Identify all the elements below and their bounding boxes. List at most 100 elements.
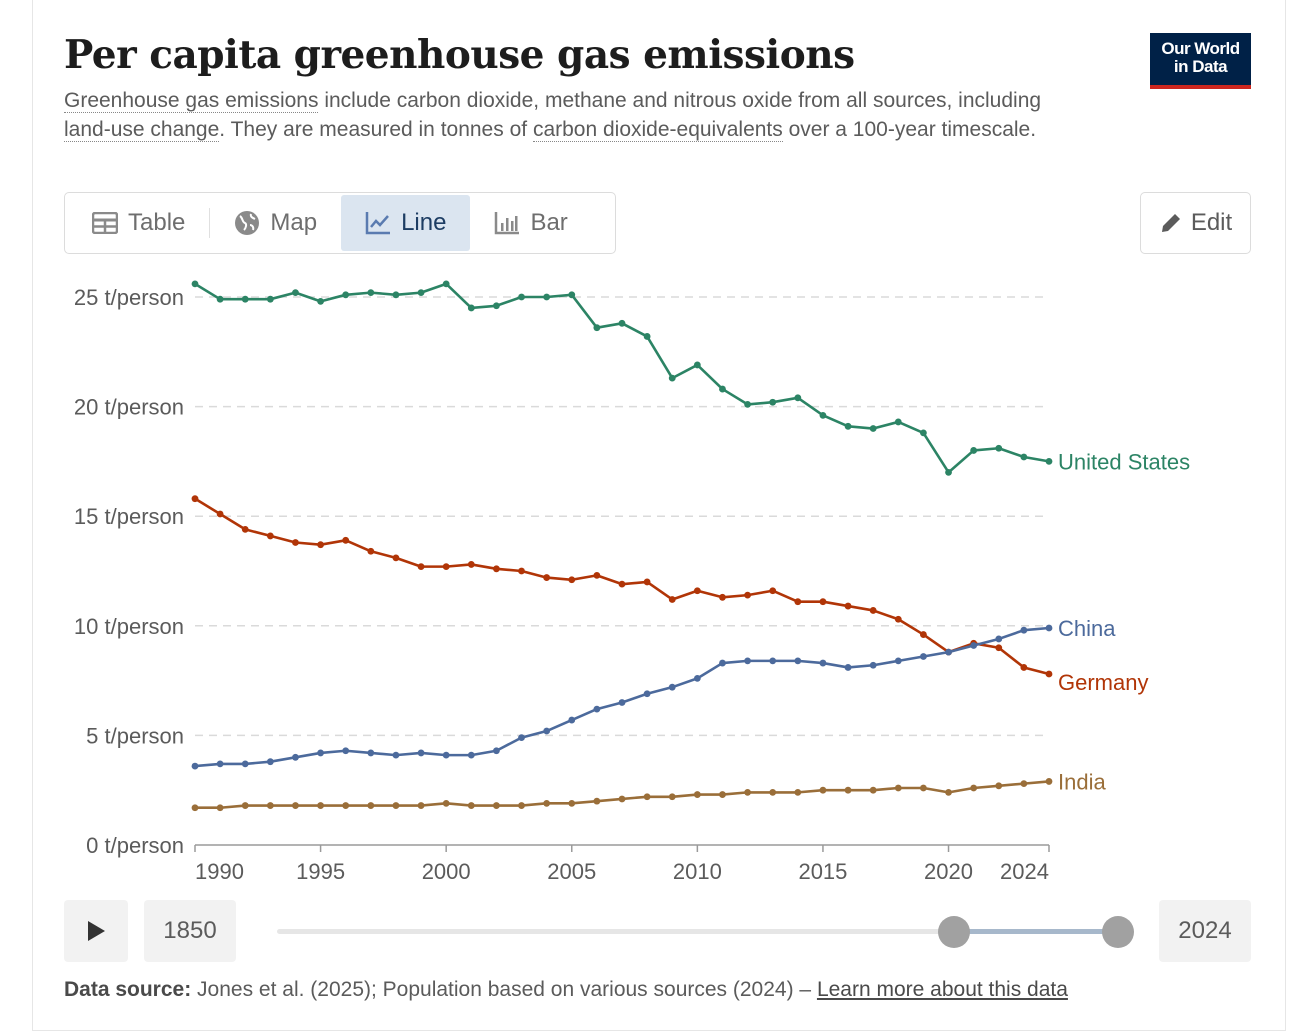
data-point — [869, 425, 877, 432]
data-point — [543, 574, 551, 581]
data-point — [593, 797, 601, 805]
series-china — [191, 624, 1053, 770]
edit-button-label: Edit — [1190, 209, 1233, 236]
tab-bar[interactable]: Bar — [470, 195, 591, 251]
data-point — [945, 468, 952, 476]
tab-table-label: Table — [128, 209, 186, 236]
tab-separator — [209, 195, 211, 251]
timeline-selected-range[interactable] — [954, 929, 1118, 934]
data-point — [241, 295, 249, 303]
timeline-start-year[interactable]: 1850 — [144, 900, 236, 962]
data-point — [266, 532, 274, 540]
data-point — [216, 295, 224, 303]
series-label: United States — [1058, 449, 1190, 474]
data-point — [995, 444, 1003, 452]
data-point — [894, 418, 902, 426]
tab-map[interactable]: Map — [210, 195, 341, 251]
data-point — [467, 802, 475, 809]
data-point — [1020, 664, 1028, 671]
data-point — [719, 659, 726, 667]
data-point — [844, 602, 852, 610]
tab-table[interactable]: Table — [68, 195, 209, 251]
timeline-track[interactable] — [277, 929, 1117, 934]
data-point — [568, 799, 576, 807]
data-point — [342, 536, 350, 544]
y-tick-label: 25 t/person — [74, 285, 184, 310]
data-point — [467, 751, 475, 759]
data-point — [317, 541, 324, 549]
data-point — [342, 291, 350, 299]
chart-title: Per capita greenhouse gas emissions — [64, 32, 855, 78]
data-point — [1045, 670, 1053, 678]
data-point — [920, 429, 927, 437]
y-tick-label: 5 t/person — [86, 723, 184, 748]
data-point — [769, 398, 777, 406]
data-point — [292, 289, 299, 297]
data-point — [894, 784, 902, 792]
timeline-end-handle[interactable] — [1102, 916, 1134, 948]
data-point — [1045, 624, 1053, 632]
data-point — [819, 659, 827, 667]
glossary-term[interactable]: Greenhouse gas emissions — [64, 89, 319, 113]
data-point — [317, 297, 324, 305]
data-point — [970, 784, 978, 792]
play-button[interactable] — [64, 900, 128, 962]
data-point — [593, 571, 601, 579]
series-label: India — [1058, 769, 1106, 794]
data-point — [241, 525, 249, 533]
y-tick-label: 20 t/person — [74, 395, 184, 420]
glossary-term[interactable]: carbon dioxide-equivalents — [532, 118, 783, 142]
data-point — [744, 788, 751, 796]
data-point — [442, 563, 450, 571]
data-point — [744, 591, 751, 599]
glossary-term[interactable]: land-use change — [64, 118, 220, 142]
pencil-icon — [1161, 214, 1180, 232]
timeline-end-year[interactable]: 2024 — [1159, 900, 1251, 962]
data-point — [493, 565, 500, 573]
subtitle-text: include carbon dioxide, methane and nitr… — [318, 89, 1042, 112]
data-point — [668, 596, 676, 603]
data-point — [518, 802, 525, 809]
data-point — [417, 289, 425, 297]
bar-chart-icon — [495, 212, 520, 235]
data-point — [794, 788, 802, 796]
series-label: Germany — [1058, 670, 1148, 695]
series-germany — [191, 495, 1053, 678]
data-point — [894, 615, 902, 623]
line-chart: 0 t/person 5 t/person 10 t/person 15 t/pers… — [74, 280, 1190, 884]
data-point — [191, 762, 199, 770]
series-india — [191, 778, 1053, 812]
data-point — [543, 799, 551, 807]
data-point — [216, 510, 224, 518]
timeline-start-handle[interactable] — [938, 916, 970, 948]
data-point — [869, 786, 877, 794]
owid-logo[interactable]: Our World in Data — [1150, 33, 1251, 89]
data-point — [819, 411, 827, 419]
data-point — [995, 635, 1003, 643]
edit-button[interactable]: Edit — [1140, 192, 1251, 254]
data-point — [442, 280, 450, 288]
data-source-text: Jones et al. (2025); Population based on… — [191, 978, 817, 1001]
x-tick-label: 2015 — [798, 859, 847, 884]
data-point — [794, 598, 802, 606]
tab-line[interactable]: Line — [341, 195, 471, 251]
data-point — [417, 563, 425, 571]
logo-line-2: in Data — [1173, 57, 1228, 76]
data-point — [844, 422, 852, 430]
data-point — [1020, 626, 1028, 634]
data-point — [995, 782, 1003, 790]
learn-more-link[interactable]: Learn more about this data — [816, 978, 1068, 1001]
data-point — [493, 747, 500, 755]
data-point — [216, 760, 224, 768]
x-tick-label: 2020 — [924, 859, 973, 884]
data-point — [442, 751, 450, 759]
data-point — [719, 791, 726, 798]
data-point — [668, 793, 676, 801]
series-line — [194, 626, 1050, 768]
data-point — [392, 802, 400, 809]
x-tick-label: 1990 — [195, 859, 244, 884]
data-point — [920, 653, 927, 660]
data-point — [367, 802, 375, 809]
data-point — [518, 734, 525, 741]
data-point — [191, 280, 199, 288]
